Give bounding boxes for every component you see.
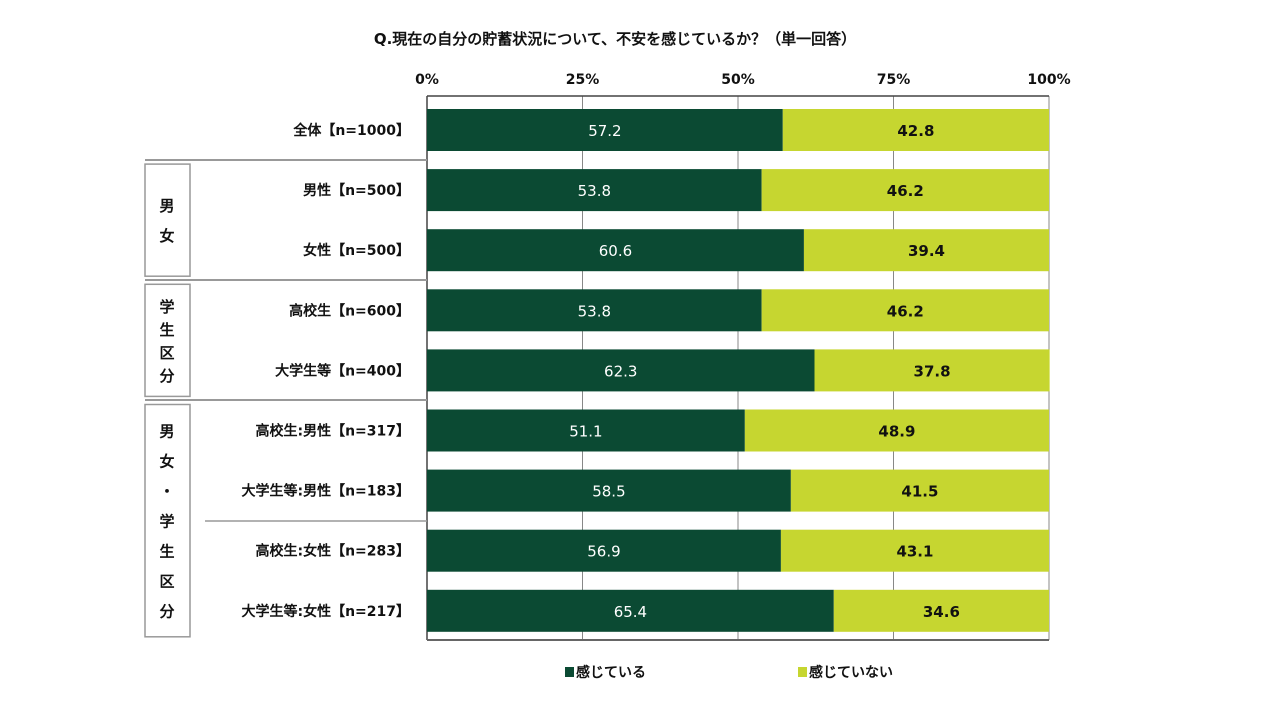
group-label-char: 分 xyxy=(159,603,174,621)
bar-segment-feel xyxy=(427,289,762,332)
group-label-char: 区 xyxy=(159,344,174,362)
bar-segment-not-feel xyxy=(761,169,1049,212)
x-tick-label: 100% xyxy=(1027,72,1070,88)
data-label: 57.2 xyxy=(588,122,621,140)
x-tick-label: 50% xyxy=(721,72,755,88)
data-label: 43.1 xyxy=(896,543,933,561)
group-box xyxy=(144,163,191,277)
chart-title-text: Q.現在の自分の貯蓄状況について、不安を感じているか？（単一回答） xyxy=(373,30,857,48)
bar-segment-feel xyxy=(427,229,804,272)
group-label-char: 男 xyxy=(159,197,174,215)
bar-segment-not-feel xyxy=(814,349,1050,392)
data-label: 37.8 xyxy=(914,362,951,380)
x-tick-label: 75% xyxy=(877,72,911,88)
data-label: 60.6 xyxy=(599,242,632,260)
bar-segment-feel xyxy=(427,589,834,632)
bar-segment-not-feel xyxy=(761,289,1049,332)
data-label: 34.6 xyxy=(923,603,960,621)
data-label: 46.2 xyxy=(887,182,924,200)
legend-swatch xyxy=(565,667,574,677)
data-label: 42.8 xyxy=(897,122,934,140)
group-label-char: 女 xyxy=(159,453,174,471)
data-label: 62.3 xyxy=(604,362,637,380)
data-label: 39.4 xyxy=(908,242,945,260)
data-label: 56.9 xyxy=(587,543,620,561)
bar-segment-not-feel xyxy=(780,529,1049,572)
bar-segment-feel xyxy=(427,409,745,452)
legend-label: 感じていない xyxy=(809,664,893,681)
data-label: 65.4 xyxy=(614,603,647,621)
category-label: 大学生等:女性【n=217】 xyxy=(241,603,410,620)
category-label: 高校生【n=600】 xyxy=(289,302,410,319)
category-label: 大学生等:男性【n=183】 xyxy=(241,483,410,500)
legend-swatch xyxy=(798,667,807,677)
group-label-char: 分 xyxy=(159,367,174,385)
data-label: 41.5 xyxy=(901,483,938,501)
data-label: 53.8 xyxy=(578,302,611,320)
data-label: 46.2 xyxy=(887,302,924,320)
x-tick-label: 25% xyxy=(566,72,600,88)
bar-segment-feel xyxy=(427,109,783,151)
legend-label: 感じている xyxy=(576,664,646,681)
group-label-char: 生 xyxy=(159,321,174,339)
data-label: 53.8 xyxy=(578,182,611,200)
category-label: 女性【n=500】 xyxy=(303,242,410,259)
group-label-char: 生 xyxy=(159,543,174,561)
x-tick-label: 0% xyxy=(415,72,439,88)
category-label: 大学生等【n=400】 xyxy=(275,362,410,379)
category-label: 全体【n=1000】 xyxy=(292,122,410,139)
category-label: 高校生:男性【n=317】 xyxy=(255,423,410,440)
group-label-char: 学 xyxy=(159,513,174,531)
category-label: 男性【n=500】 xyxy=(303,182,410,199)
data-label: 51.1 xyxy=(569,423,602,441)
bar-segment-feel xyxy=(427,469,791,512)
group-label-char: 女 xyxy=(159,227,174,245)
group-box xyxy=(144,403,191,638)
bar-segment-not-feel xyxy=(833,589,1049,632)
bar-segment-not-feel xyxy=(803,229,1049,272)
bar-segment-feel xyxy=(427,529,781,572)
data-label: 58.5 xyxy=(592,483,625,501)
group-label-char: 区 xyxy=(159,573,174,591)
bar-segment-not-feel xyxy=(790,469,1049,512)
chart-title: Q.現在の自分の貯蓄状況について、不安を感じているか？（単一回答） xyxy=(0,28,1280,49)
group-label-char: ・ xyxy=(159,483,174,501)
group-label-char: 学 xyxy=(159,298,174,316)
bar-segment-not-feel xyxy=(782,109,1049,151)
category-label: 高校生:女性【n=283】 xyxy=(255,543,410,560)
bar-segment-feel xyxy=(427,349,815,392)
bar-segment-feel xyxy=(427,169,762,212)
data-label: 48.9 xyxy=(878,423,915,441)
group-label-char: 男 xyxy=(159,423,174,441)
bar-segment-not-feel xyxy=(744,409,1049,452)
group-box xyxy=(144,283,191,398)
